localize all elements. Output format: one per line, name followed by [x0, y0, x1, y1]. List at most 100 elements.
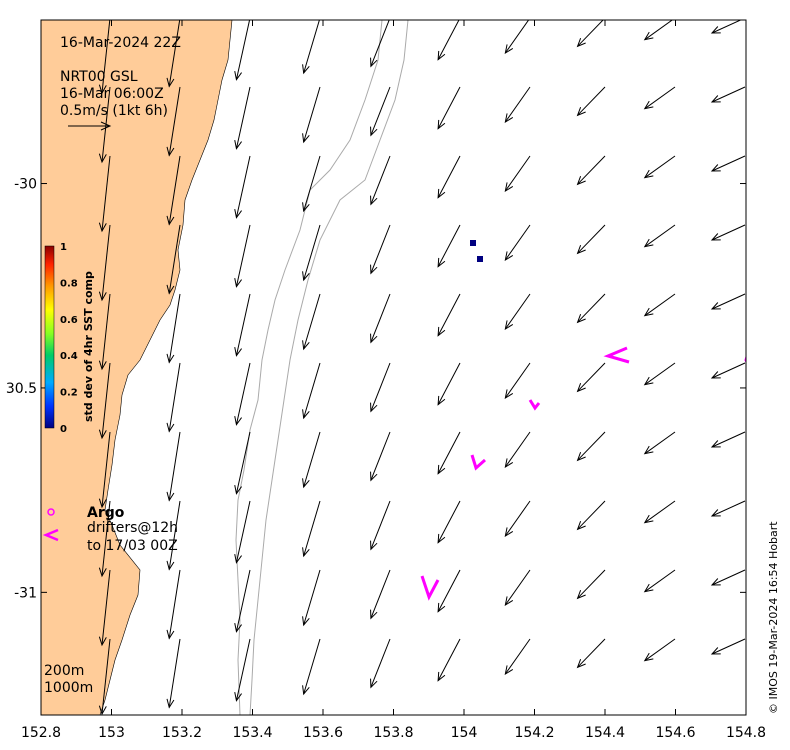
current-vector [370, 500, 391, 551]
current-vector [98, 569, 111, 647]
current-vector [437, 362, 461, 406]
current-vector [98, 155, 111, 233]
current-vector [437, 293, 461, 337]
isobath-200m [235, 20, 383, 715]
contour-label-1000m: 1000m [44, 680, 93, 696]
current-vector [643, 638, 676, 662]
colorbar-label: std dev of 4hr SST comp [82, 271, 95, 422]
current-vector [302, 86, 321, 144]
current-vector [504, 500, 531, 538]
current-vector [437, 500, 461, 544]
drifter-tracks [420, 346, 746, 601]
colorbar-tick-label: 1 [60, 242, 67, 253]
current-vector [504, 362, 531, 400]
current-vector [437, 155, 461, 199]
x-tick-label: 152.8 [21, 725, 61, 741]
x-tick-label: 154 [451, 725, 478, 741]
current-vector [643, 500, 676, 524]
current-vector [166, 155, 181, 226]
current-vector [576, 431, 606, 462]
x-tick-label: 154.8 [726, 725, 766, 741]
current-vector [234, 155, 251, 219]
current-vector [710, 293, 746, 310]
current-vector [302, 362, 321, 420]
current-vector [234, 362, 251, 426]
current-vector [370, 569, 391, 620]
scale-label: 0.5m/s (1kt 6h) [60, 103, 168, 119]
current-vector [166, 362, 181, 433]
argo-marker [47, 508, 55, 516]
current-vector [643, 293, 676, 317]
current-vector [576, 224, 606, 255]
current-vector [504, 224, 531, 262]
current-vector [234, 293, 251, 357]
current-vector [504, 20, 530, 55]
current-vector [98, 293, 111, 371]
x-tick-label: 154.2 [514, 725, 554, 741]
isobath-1000m [249, 20, 409, 715]
current-vector [166, 638, 181, 709]
current-vector [710, 431, 746, 448]
current-vector [370, 638, 391, 689]
sst-square [470, 240, 476, 246]
map-datetime: 16-Mar-2024 22Z [60, 35, 181, 51]
current-vector [437, 569, 461, 613]
current-vector [437, 20, 460, 61]
y-tick-label: 30.5 [6, 381, 37, 397]
current-vector [98, 638, 111, 715]
current-vector [710, 224, 746, 241]
current-vector [370, 362, 391, 413]
current-vector [302, 431, 321, 489]
current-time-label: 16-Mar 06:00Z [60, 86, 164, 102]
land-mass [41, 20, 233, 715]
current-vector [166, 86, 181, 157]
current-vector [504, 155, 531, 193]
current-vector [437, 638, 461, 682]
current-vector [370, 431, 391, 482]
current-vector [302, 224, 321, 282]
sst-square [477, 256, 483, 262]
current-vector [302, 569, 321, 627]
current-vector [234, 638, 251, 702]
current-vector [302, 20, 320, 75]
current-vector [576, 293, 606, 324]
current-vector [710, 362, 746, 379]
drifter-chevron [528, 399, 541, 411]
argo-label: Argo [87, 505, 125, 521]
y-axis: -30 30.5 -31 [6, 177, 746, 601]
current-vector [643, 155, 676, 179]
colorbar-tick-label: 0.8 [60, 278, 78, 289]
current-vector [437, 86, 461, 130]
current-vector [576, 569, 606, 600]
current-vector [710, 155, 746, 172]
current-vector [234, 500, 251, 564]
x-tick-label: 154.6 [655, 725, 695, 741]
credit-text: © IMOS 19-Mar-2024 16:54 Hobart [767, 521, 780, 714]
current-vector [643, 20, 674, 41]
current-vector [504, 293, 531, 331]
current-vector [166, 293, 181, 364]
drifter-chevron [603, 346, 630, 364]
current-vector [234, 86, 251, 150]
current-vector [370, 293, 391, 344]
colorbar-ticks: 1 0.8 0.6 0.4 0.2 0 [60, 242, 78, 435]
current-vector [98, 500, 111, 578]
current-vector [576, 20, 604, 48]
x-tick-label: 154.4 [585, 725, 625, 741]
current-vector [643, 86, 676, 110]
x-tick-label: 153.4 [232, 725, 272, 741]
x-tick-label: 153.2 [162, 725, 202, 741]
contour-label-200m: 200m [44, 663, 84, 679]
current-vector [234, 20, 251, 81]
current-vector [437, 224, 461, 268]
colorbar-tick-label: 0.2 [60, 388, 78, 399]
current-vector [437, 431, 461, 475]
current-vector [98, 224, 111, 302]
colorbar [44, 245, 55, 429]
current-vector [166, 224, 181, 295]
x-tick-label: 153 [98, 725, 125, 741]
current-vector [504, 431, 531, 469]
current-vector [166, 569, 181, 640]
product-label: NRT00 GSL [60, 69, 138, 85]
